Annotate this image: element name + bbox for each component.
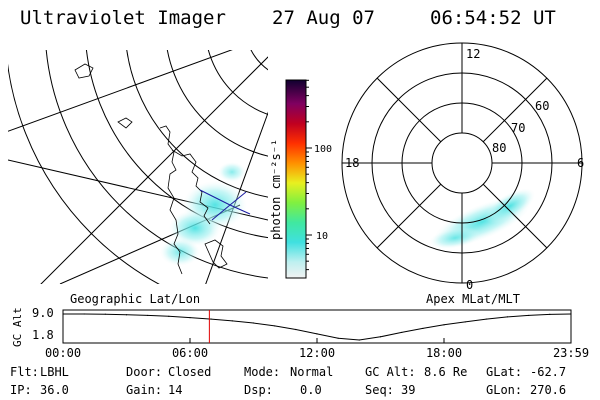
altitude-point-10 [274,325,276,327]
colorbar-tick-10: 10 [316,231,328,242]
altitude-point-16 [401,331,403,334]
mlt-label-18: 18 [345,156,359,170]
x-tick-1800: 18:00 [426,346,462,360]
status-gain-key: Gain: [126,383,162,397]
time-label: 06:54:52 UT [430,7,556,29]
station-marker [199,189,251,221]
mlt-label-12: 12 [466,47,480,61]
altitude-point-18 [443,324,445,326]
x-tick-2359: 23:59 [553,346,589,360]
x-tick-1200: 12:00 [299,346,335,360]
altitude-point-4 [147,314,149,317]
x-tick-0000: 00:00 [45,346,81,360]
mlt-label-0: 0 [466,278,473,292]
aurora-left [160,162,247,266]
status-gcalt-value: 8.6 Re [424,365,467,379]
aurora-polar [429,188,535,249]
meridian-1 [8,50,233,132]
status-gain-value: 14 [168,383,182,397]
status-seq-value: 39 [401,383,415,397]
mlat-label-80: 80 [492,141,506,155]
status-gcalt-key: GC Alt: [365,365,416,379]
altitude-point-22 [528,314,530,317]
mlat-label-60: 60 [535,99,549,113]
status-glat-value: -62.7 [530,365,566,379]
altitude-point-15 [379,336,382,338]
y-tick-bottom: 1.8 [32,328,54,342]
left-map-label: Geographic Lat/Lon [70,292,200,306]
polar-map: 12 18 6 0 60 70 80 [341,42,584,292]
y-tick-top: 9.0 [32,306,54,320]
altitude-chart: GC Alt 9.0 1.8 00:00 06:00 12:00 18:00 2… [11,306,589,360]
altitude-point-6 [189,317,191,319]
colorbar-tick-100: 100 [314,144,332,155]
altitude-point-2 [104,313,106,315]
status-panel: Flt: LBHL IP: 36.0 Door: Closed Gain: 14… [10,365,566,397]
status-seq-key: Seq: [365,383,394,397]
altitude-point-1 [83,313,85,315]
instrument-title: Ultraviolet Imager [20,7,226,29]
altitude-point-0 [62,313,64,315]
status-glon-key: GLon: [486,383,522,397]
altitude-point-3 [125,314,128,316]
status-glon-value: 270.6 [530,383,566,397]
coastline [74,63,228,275]
y-axis-label: GC Alt [11,307,24,347]
altitude-point-9 [252,322,255,324]
altitude-point-8 [231,320,233,322]
mlat-label-70: 70 [511,121,525,135]
status-flt-key: Flt: [10,365,39,379]
altitude-point-7 [210,318,212,320]
status-dsp-value: 0.0 [300,383,322,397]
right-map-label: Apex MLat/MLT [426,292,520,306]
altitude-point-24 [570,313,572,315]
status-ip-value: 36.0 [40,383,69,397]
colorbar-ticks [306,79,312,271]
mlt-line-21 [376,77,442,143]
altitude-point-14 [358,339,360,341]
altitude-point-11 [295,328,297,331]
status-glat-key: GLat: [486,365,522,379]
status-ip-key: IP: [10,383,32,397]
meridian-2 [40,56,268,284]
altitude-point-17 [422,327,424,330]
mlat-ring-80 [431,132,493,194]
altitude-point-5 [168,315,170,317]
altitude-point-13 [337,337,339,339]
status-door-key: Door: [126,365,162,379]
status-dsp-key: Dsp: [244,383,273,397]
mlt-line-9 [482,183,548,249]
colorbar-unit-label: photon cm⁻²s⁻¹ [269,139,283,240]
mlt-label-6: 6 [577,156,584,170]
status-mode-value: Normal [290,365,333,379]
altitude-point-23 [549,313,551,315]
altitude-point-21 [506,316,509,318]
x-tick-0600: 06:00 [172,346,208,360]
mlt-line-15 [376,183,442,249]
status-door-value: Closed [168,365,211,379]
colorbar: 100 10 photon cm⁻²s⁻¹ [269,79,332,279]
altitude-line-0 [63,313,572,341]
status-mode-key: Mode: [244,365,280,379]
altitude-point-19 [464,321,466,323]
date-label: 27 Aug 07 [272,7,375,29]
altitude-point-12 [316,333,318,335]
mlt-line-3 [482,77,548,143]
altitude-point-20 [485,318,487,320]
status-flt-value: LBHL [40,365,69,379]
